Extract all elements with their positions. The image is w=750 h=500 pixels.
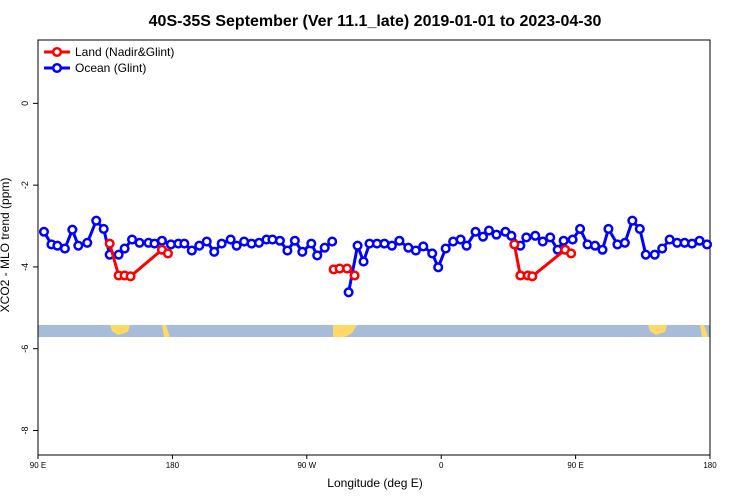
y-axis-label: XCO2 - MLO trend (ppm) xyxy=(0,178,12,313)
data-point xyxy=(567,234,578,245)
data-point xyxy=(558,235,569,246)
legend-label: Ocean (Glint) xyxy=(75,61,146,75)
land-shape xyxy=(700,325,708,337)
data-point xyxy=(119,243,130,254)
data-point xyxy=(113,249,124,260)
data-point xyxy=(209,246,220,257)
data-point xyxy=(179,238,190,249)
data-point xyxy=(82,237,93,248)
data-point xyxy=(575,223,586,234)
legend-label: Land (Nadir&Glint) xyxy=(75,45,174,59)
y-tick-label: -6 xyxy=(20,345,30,353)
data-point xyxy=(410,245,421,256)
data-point xyxy=(312,250,323,261)
data-point xyxy=(545,232,556,243)
data-point xyxy=(274,235,285,246)
data-point xyxy=(433,262,444,273)
x-tick-label: 90 E xyxy=(567,461,583,470)
x-tick-label: 180 xyxy=(166,461,180,470)
data-point xyxy=(125,271,136,282)
data-point xyxy=(418,241,429,252)
chart-title: 40S-35S September (Ver 11.1_late) 2019-0… xyxy=(149,13,602,30)
data-point xyxy=(521,232,532,243)
data-point xyxy=(597,244,608,255)
data-point xyxy=(491,229,502,240)
data-point xyxy=(566,248,577,259)
data-point xyxy=(470,226,481,237)
land-shape xyxy=(162,325,170,337)
data-point xyxy=(634,223,645,234)
data-point xyxy=(282,245,293,256)
data-point xyxy=(701,239,713,250)
data-point xyxy=(483,225,495,236)
data-point xyxy=(194,240,205,251)
data-point xyxy=(319,242,330,253)
land-shape xyxy=(110,325,130,335)
data-point xyxy=(73,240,84,251)
legend-marker xyxy=(51,46,63,58)
data-point xyxy=(394,235,405,246)
y-tick-label: -2 xyxy=(20,181,30,189)
land-shape xyxy=(333,325,357,337)
data-point xyxy=(619,237,630,248)
data-point xyxy=(427,248,438,259)
data-point xyxy=(649,249,660,260)
data-point xyxy=(91,215,102,226)
data-point xyxy=(186,245,197,256)
data-point xyxy=(201,236,212,247)
data-point xyxy=(358,256,369,267)
data-point xyxy=(477,231,489,242)
x-tick-label: 180 xyxy=(703,461,717,470)
data-point xyxy=(589,240,601,251)
y-tick-label: -4 xyxy=(20,263,30,271)
ocean-strip xyxy=(38,325,710,337)
data-point xyxy=(386,240,397,251)
data-point xyxy=(297,246,308,257)
data-point xyxy=(343,287,354,298)
x-axis-label: Longitude (deg E) xyxy=(327,476,422,490)
data-point xyxy=(657,243,668,254)
data-point xyxy=(104,238,115,249)
data-point xyxy=(289,235,300,246)
data-point xyxy=(455,234,466,245)
data-point xyxy=(134,237,145,248)
data-point xyxy=(231,240,242,251)
data-point xyxy=(225,234,236,245)
data-point xyxy=(327,236,338,247)
data-point xyxy=(98,223,109,234)
x-tick-label: 90 E xyxy=(30,461,46,470)
data-point xyxy=(67,224,78,235)
land-shape xyxy=(648,325,667,335)
data-point xyxy=(509,239,520,250)
data-point xyxy=(349,270,360,281)
data-point xyxy=(59,243,70,254)
data-point xyxy=(627,215,638,226)
data-point xyxy=(506,230,517,241)
data-point xyxy=(461,240,472,251)
x-tick-label: 0 xyxy=(439,461,444,470)
data-point xyxy=(162,248,173,259)
data-point xyxy=(530,230,541,241)
data-point xyxy=(216,238,227,249)
y-tick-label: 0 xyxy=(20,101,30,106)
data-point xyxy=(38,226,50,237)
data-point xyxy=(537,236,548,247)
x-tick-label: 90 W xyxy=(297,461,316,470)
data-point xyxy=(342,263,353,274)
data-point xyxy=(156,235,167,246)
data-point xyxy=(306,238,317,249)
y-tick-label: -8 xyxy=(20,426,30,434)
data-point xyxy=(352,240,363,251)
data-point xyxy=(527,271,538,282)
data-point xyxy=(694,235,705,246)
data-point xyxy=(440,243,451,254)
data-point xyxy=(603,223,614,234)
legend-marker xyxy=(51,62,63,74)
data-point xyxy=(640,249,651,260)
land-band xyxy=(38,325,710,337)
